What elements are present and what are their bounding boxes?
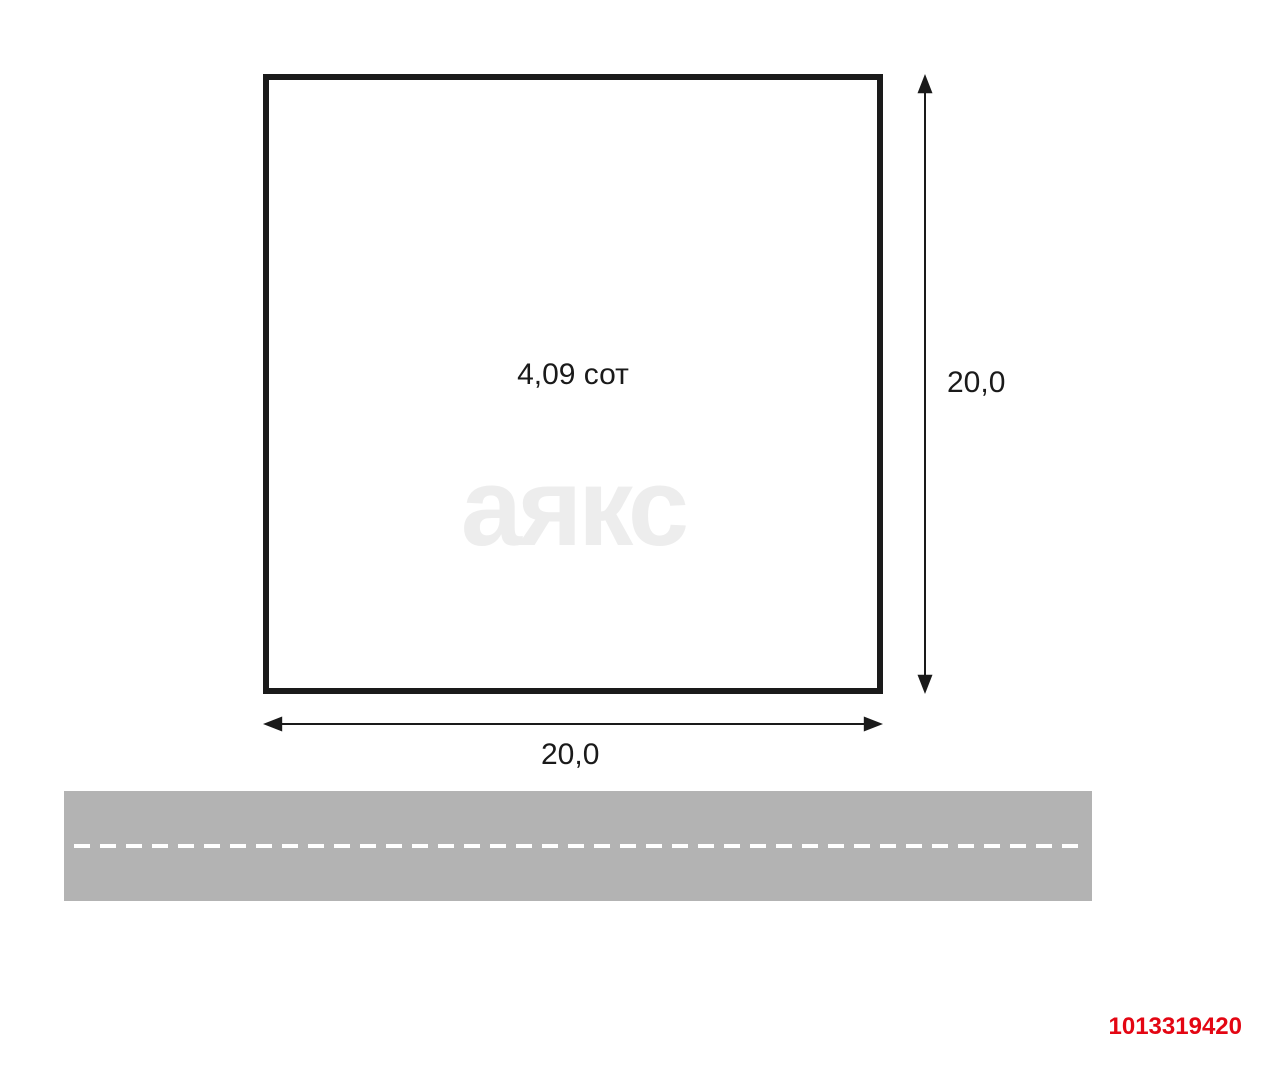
dimension-height-label: 20,0: [947, 366, 1005, 400]
listing-id: 1013319420: [1109, 1013, 1242, 1041]
plot-area-label: 4,09 сот: [263, 358, 883, 392]
land-plot: 4,09 сот аякс: [263, 74, 883, 694]
road: [64, 791, 1092, 901]
dimension-height-arrow: [913, 74, 937, 694]
road-centerline: [74, 844, 1082, 848]
dimension-width-label: 20,0: [541, 738, 599, 772]
dimension-width-arrow: [263, 712, 883, 736]
